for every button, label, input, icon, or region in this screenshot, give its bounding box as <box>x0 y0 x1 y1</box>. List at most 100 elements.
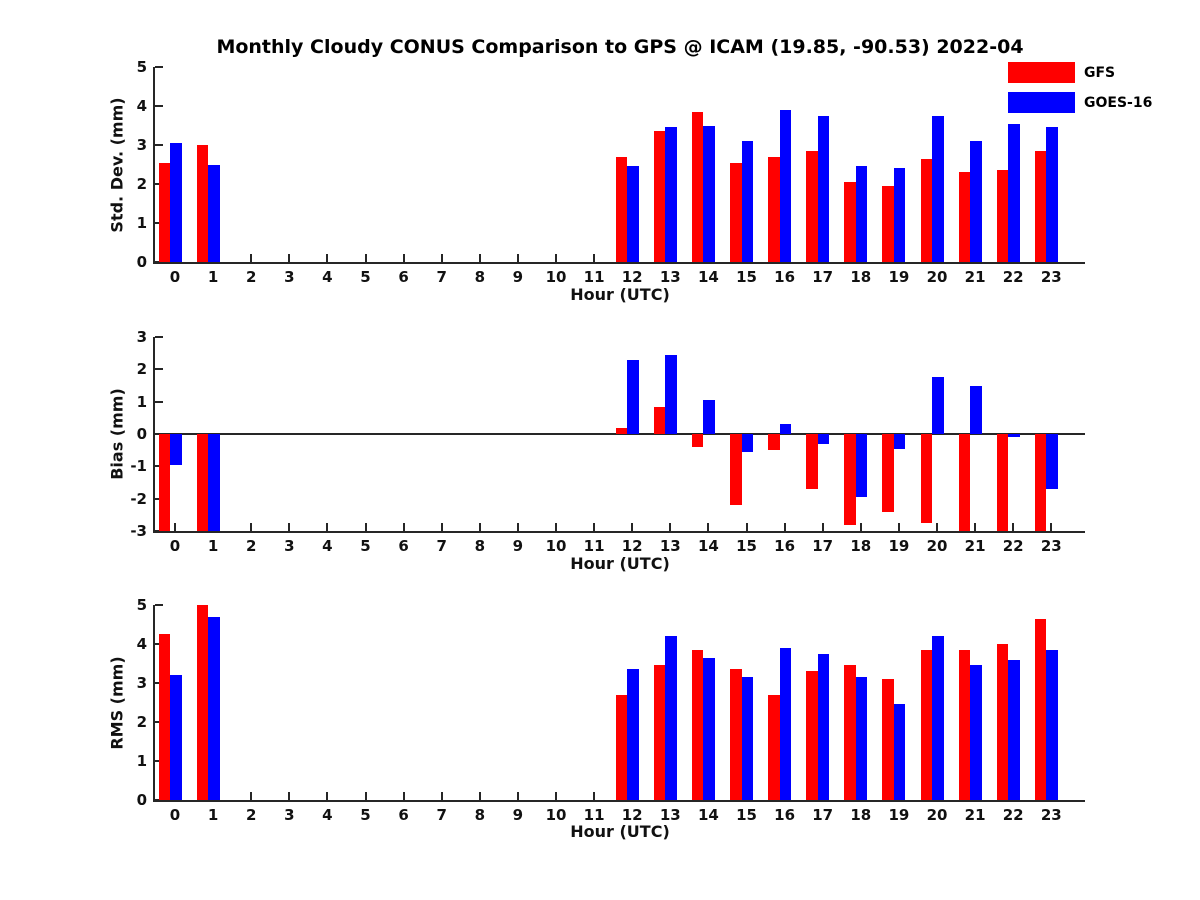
y-tick-label: 3 <box>136 328 147 346</box>
bar-gfs-hour-14 <box>691 111 704 262</box>
x-tick <box>516 254 519 262</box>
bar-goes-16-hour-19 <box>893 168 906 262</box>
x-tick-label: 6 <box>398 537 409 555</box>
bar-goes-16-hour-0 <box>170 675 182 800</box>
bias-x-axis-label: Hour (UTC) <box>570 554 670 573</box>
bar-gfs-hour-19 <box>882 185 894 262</box>
bar-goes-16-hour-15 <box>741 434 753 452</box>
bar-goes-16-hour-23 <box>1046 127 1058 262</box>
bar-gfs-hour-20 <box>920 434 932 523</box>
y-tick <box>155 604 163 606</box>
bar-goes-16-hour-20 <box>932 377 944 434</box>
x-tick-label: 10 <box>545 268 567 286</box>
bar-goes-16-hour-16 <box>779 424 792 434</box>
bar-gfs-hour-21 <box>958 434 971 531</box>
x-tick <box>555 523 557 531</box>
bar-gfs-hour-22 <box>996 170 1009 262</box>
bar-goes-16-hour-18 <box>855 434 868 498</box>
x-tick-label: 9 <box>512 537 524 555</box>
bar-goes-16-hour-21 <box>970 665 982 800</box>
bar-goes-16-hour-13 <box>665 127 677 262</box>
x-tick-label: 12 <box>621 806 643 824</box>
x-tick-label: 22 <box>1002 537 1024 555</box>
bar-goes-16-hour-0 <box>170 434 182 465</box>
x-tick <box>402 792 405 800</box>
x-tick-label: 5 <box>360 268 371 286</box>
x-tick-label: 10 <box>545 537 567 555</box>
y-tick <box>155 261 163 263</box>
x-tick <box>364 254 367 262</box>
bar-goes-16-hour-23 <box>1046 649 1058 800</box>
x-tick-label: 3 <box>284 268 295 286</box>
x-tick-label: 17 <box>812 268 834 286</box>
y-tick-label: 1 <box>136 392 147 411</box>
x-tick <box>478 523 481 531</box>
bar-gfs-hour-0 <box>158 162 170 262</box>
bar-goes-16-hour-12 <box>627 359 639 434</box>
bar-goes-16-hour-15 <box>741 677 753 800</box>
x-tick-label: 3 <box>284 806 295 824</box>
y-tick-label: 5 <box>136 58 147 76</box>
bar-gfs-hour-17 <box>806 150 818 262</box>
y-tick <box>155 799 163 801</box>
x-tick-label: 11 <box>583 268 605 286</box>
bar-goes-16-hour-13 <box>665 354 677 434</box>
bar-goes-16-hour-14 <box>703 400 715 434</box>
x-tick <box>326 523 329 531</box>
bar-goes-16-hour-17 <box>817 434 830 444</box>
x-tick <box>402 254 405 262</box>
x-tick-label: 16 <box>774 806 796 824</box>
x-tick-label: 8 <box>474 806 486 824</box>
bar-gfs-hour-23 <box>1034 150 1047 262</box>
bar-goes-16-hour-18 <box>855 166 868 262</box>
x-tick-label: 23 <box>1040 537 1062 555</box>
y-tick-label: -2 <box>130 489 147 508</box>
x-tick-label: 0 <box>169 268 181 286</box>
stddev-plot: 0 1 2 3 4 5 0 1 2 3 4 5 6 7 8 9 10 11 12 13 14 15 16 17 18 19 20 21… <box>137 58 1085 286</box>
bar-gfs-hour-1 <box>196 434 209 531</box>
x-tick <box>1012 523 1015 531</box>
x-tick-label: 20 <box>926 806 948 824</box>
chart-title: Monthly Cloudy CONUS Comparison to GPS @… <box>216 36 1024 58</box>
bar-gfs-hour-18 <box>844 434 856 525</box>
bar-gfs-hour-18 <box>844 665 856 800</box>
x-tick-label: 16 <box>774 268 796 286</box>
bar-gfs-hour-20 <box>920 649 932 800</box>
x-tick-label: 20 <box>926 268 948 286</box>
x-tick-label: 2 <box>245 537 257 555</box>
x-tick <box>402 523 405 531</box>
y-tick-label: 4 <box>136 97 147 115</box>
x-tick-label: 9 <box>512 806 524 824</box>
bar-gfs-hour-12 <box>615 156 628 262</box>
x-tick <box>631 523 634 531</box>
y-tick <box>155 336 163 338</box>
x-tick-label: 19 <box>888 268 910 286</box>
y-tick-label: 5 <box>136 596 147 614</box>
x-tick <box>936 523 938 531</box>
x-tick-label: 14 <box>697 806 719 824</box>
x-tick-label: 8 <box>474 537 486 555</box>
x-tick-label: 14 <box>697 268 719 286</box>
x-tick-label: 11 <box>583 806 605 824</box>
x-tick-label: 18 <box>850 268 872 286</box>
bar-goes-16-hour-20 <box>932 115 944 262</box>
y-tick-label: 0 <box>136 791 147 809</box>
x-tick <box>440 792 443 800</box>
x-tick <box>326 792 329 800</box>
x-tick <box>593 792 596 800</box>
bar-gfs-hour-1 <box>196 145 209 262</box>
x-tick <box>478 792 481 800</box>
bar-gfs-hour-23 <box>1034 618 1047 800</box>
x-tick-label: 7 <box>436 537 447 555</box>
x-tick <box>364 792 367 800</box>
bar-gfs-hour-17 <box>806 434 818 489</box>
bar-goes-16-hour-15 <box>741 141 753 262</box>
x-tick-label: 13 <box>659 268 681 286</box>
bar-gfs-hour-18 <box>844 182 856 262</box>
x-tick-label: 0 <box>169 806 181 824</box>
y-tick-label: 2 <box>136 175 147 193</box>
x-tick <box>745 523 748 531</box>
legend-label-goes16: GOES-16 <box>1084 94 1153 111</box>
x-tick-label: 17 <box>812 537 834 555</box>
bar-gfs-hour-13 <box>653 406 666 434</box>
